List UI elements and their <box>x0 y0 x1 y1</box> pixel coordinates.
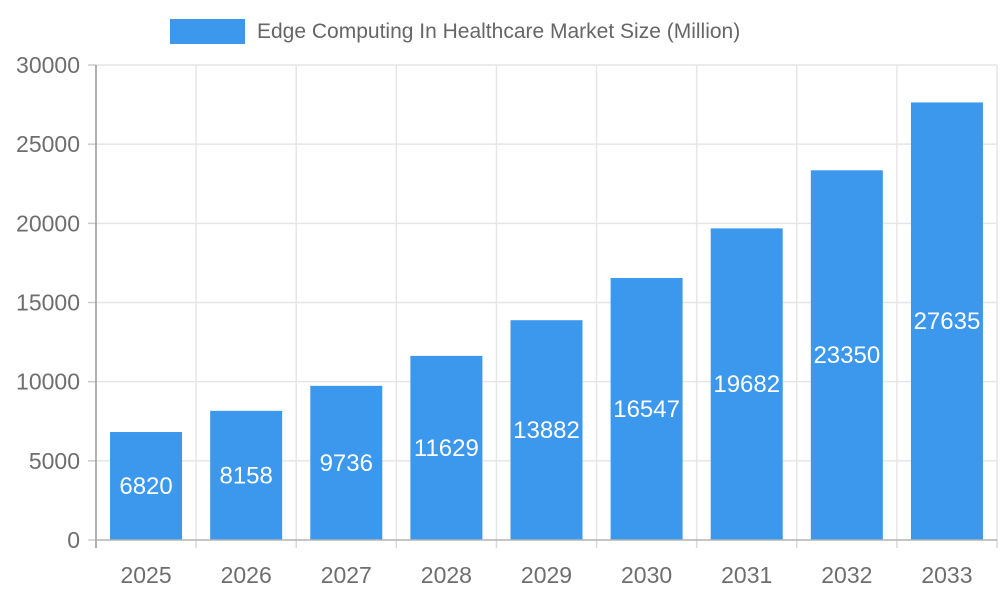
y-tick-label: 0 <box>67 527 80 553</box>
bar[interactable] <box>110 432 183 540</box>
bar[interactable] <box>710 228 783 540</box>
bar-value-label: 6820 <box>119 473 172 500</box>
x-tick-label: 2026 <box>221 562 272 588</box>
bar[interactable] <box>910 102 983 540</box>
x-tick-label: 2031 <box>721 562 772 588</box>
y-tick-label: 5000 <box>29 448 80 474</box>
bar[interactable] <box>810 170 883 540</box>
legend-label: Edge Computing In Healthcare Market Size… <box>257 19 741 43</box>
legend-swatch-icon <box>170 19 245 44</box>
bar[interactable] <box>310 385 383 540</box>
chart-legend[interactable]: Edge Computing In Healthcare Market Size… <box>170 19 740 44</box>
bar-value-label: 23350 <box>813 342 880 369</box>
bar[interactable] <box>210 410 283 540</box>
x-tick-label: 2029 <box>521 562 572 588</box>
bar-value-label: 19682 <box>713 371 780 398</box>
bar[interactable] <box>610 278 683 540</box>
y-tick-label: 10000 <box>16 369 80 395</box>
bar-value-label: 16547 <box>613 396 680 423</box>
y-tick-label: 25000 <box>16 131 80 157</box>
y-tick-label: 15000 <box>16 290 80 316</box>
x-tick-label: 2027 <box>321 562 372 588</box>
bar-value-label: 8158 <box>219 462 272 489</box>
x-tick-label: 2032 <box>821 562 872 588</box>
bar-value-label: 11629 <box>414 435 479 462</box>
bar[interactable] <box>410 355 483 540</box>
bar-value-label: 9736 <box>320 450 373 477</box>
y-tick-label: 30000 <box>16 52 80 78</box>
y-tick-label: 20000 <box>16 210 80 236</box>
x-tick-label: 2028 <box>421 562 472 588</box>
x-tick-label: 2025 <box>120 562 171 588</box>
x-tick-label: 2030 <box>621 562 672 588</box>
bar[interactable] <box>510 320 583 540</box>
bar-value-label: 13882 <box>513 417 580 444</box>
x-tick-label: 2033 <box>921 562 972 588</box>
bar-value-label: 27635 <box>914 308 981 335</box>
